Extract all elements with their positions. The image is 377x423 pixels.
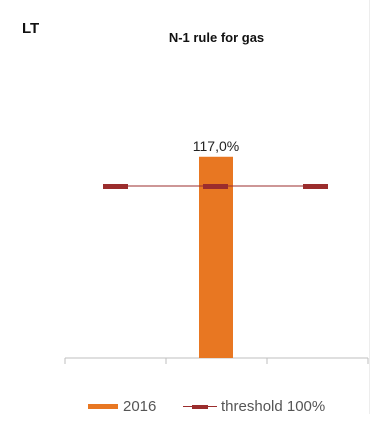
data-label-2016: 117,0% (193, 138, 239, 154)
chart-panel: LT N-1 rule for gas (22, 0, 370, 414)
threshold-marker-center (203, 184, 228, 189)
legend-label-threshold: threshold 100% (221, 398, 326, 415)
country-code-label: LT (22, 20, 40, 37)
chart-title: N-1 rule for gas (168, 30, 265, 45)
legend-label-2016: 2016 (123, 398, 157, 415)
threshold-marker-left (103, 184, 128, 189)
legend-item-threshold: threshold 100% (183, 398, 325, 415)
legend-swatch-2016 (88, 404, 118, 409)
threshold-marker-right (303, 184, 328, 189)
bar-2016 (199, 156, 233, 358)
legend-item-2016: 2016 (88, 398, 156, 415)
legend-swatch-threshold (183, 402, 217, 412)
